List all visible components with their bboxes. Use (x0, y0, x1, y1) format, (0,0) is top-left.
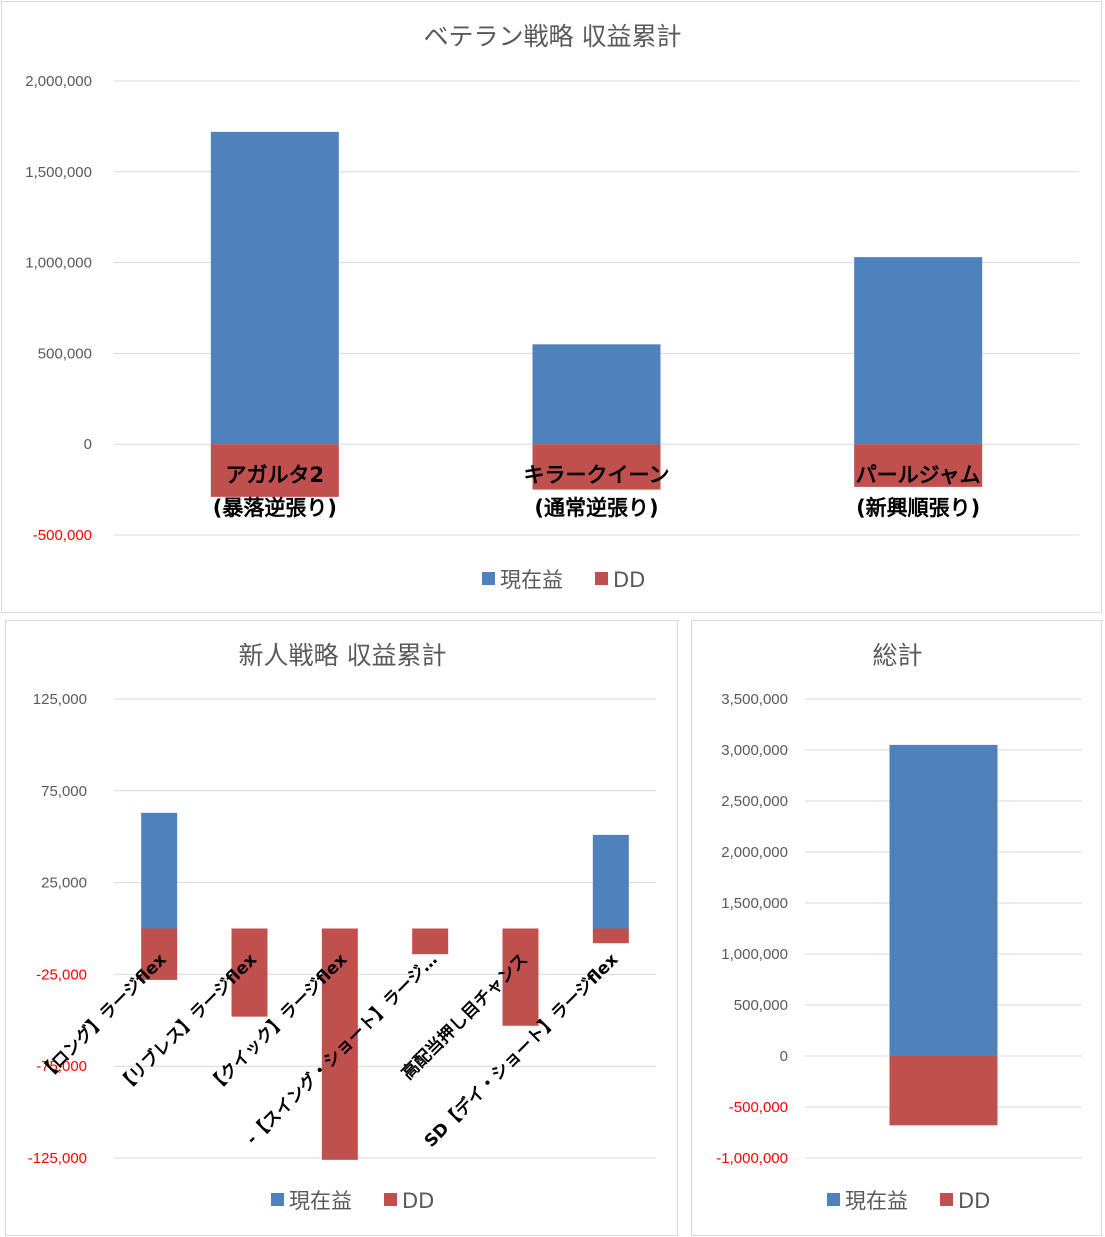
y-tick-label: -500,000 (729, 1099, 788, 1116)
current-profit-bar (532, 344, 661, 445)
y-tick-label: 1,500,000 (25, 164, 92, 181)
y-tick-label: 25,000 (41, 875, 87, 892)
legend-label-dd: DD (613, 568, 645, 592)
veteran-strategy-chart: ベテラン戦略 収益累計 -500,000 0 500,000 1,000,000 1,50… (25, 22, 1079, 592)
legend-swatch-dd (940, 1193, 953, 1206)
dd-bar (592, 928, 629, 944)
legend-label-dd: DD (958, 1189, 990, 1213)
y-tick-label: 3,000,000 (721, 742, 788, 759)
dd-bar (321, 928, 358, 1160)
dd-bar (210, 444, 339, 497)
y-tick-label: 2,500,000 (721, 793, 788, 810)
current-profit-bar (854, 257, 983, 445)
dd-bar (532, 444, 661, 490)
chart-title: 新人戦略 収益累計 (239, 641, 447, 670)
category-label: キラークイーン (524, 463, 670, 487)
current-profit-bar (141, 812, 178, 929)
y-tick-label: 0 (780, 1048, 788, 1065)
total-chart-panel: 総計 -1,000,000 -500,000 0 500,000 1,000,000 1,5… (691, 620, 1102, 1236)
category-label: (通常逆張り) (534, 496, 658, 520)
dd-bar (889, 1056, 998, 1126)
y-tick-label: 1,000,000 (25, 255, 92, 272)
category-label: アガルタ2 (226, 463, 325, 487)
category-label: (新興順張り) (856, 496, 980, 520)
dd-bar (854, 444, 983, 487)
newcomer-strategy-chart: 新人戦略 収益累計 -125,000 -75,000 -25,000 25,000 75,… (28, 641, 656, 1213)
y-tick-label: -75,000 (36, 1058, 87, 1075)
current-profit-bar (592, 834, 629, 929)
chart-title: ベテラン戦略 収益累計 (424, 22, 682, 51)
legend-swatch-current (482, 572, 495, 585)
y-tick-label: -25,000 (36, 966, 87, 983)
current-profit-bar (889, 744, 998, 1056)
y-tick-label: -125,000 (28, 1150, 87, 1167)
legend-label-current: 現在益 (845, 1189, 908, 1213)
total-chart: 総計 -1,000,000 -500,000 0 500,000 1,000,000 1,5… (716, 641, 1082, 1213)
y-tick-label: 125,000 (33, 691, 87, 708)
veteran-strategy-chart-panel: ベテラン戦略 収益累計 -500,000 0 500,000 1,000,000 1,50… (1, 1, 1102, 613)
y-tick-label: 500,000 (38, 345, 92, 362)
legend-label-current: 現在益 (500, 568, 563, 592)
y-tick-label: 2,000,000 (721, 844, 788, 861)
y-tick-label: 75,000 (41, 783, 87, 800)
y-tick-label: 2,000,000 (25, 73, 92, 90)
y-tick-label: 0 (84, 436, 92, 453)
dd-bar (502, 928, 539, 1026)
legend-label-dd: DD (402, 1189, 434, 1213)
y-tick-label: 1,000,000 (721, 946, 788, 963)
legend-swatch-dd (384, 1193, 397, 1206)
current-profit-bar (210, 131, 339, 445)
dd-bar (141, 928, 178, 980)
y-tick-label: 1,500,000 (721, 895, 788, 912)
y-tick-label: 3,500,000 (721, 691, 788, 708)
legend-label-current: 現在益 (289, 1189, 352, 1213)
y-tick-label: 500,000 (734, 997, 788, 1014)
legend-swatch-dd (595, 572, 608, 585)
legend-swatch-current (827, 1193, 840, 1206)
y-tick-label: -1,000,000 (716, 1150, 788, 1167)
y-tick-label: -500,000 (33, 527, 92, 544)
category-label: (暴落逆張り) (213, 496, 337, 520)
legend-swatch-current (271, 1193, 284, 1206)
dd-bar (412, 928, 449, 955)
dd-bar (231, 928, 268, 1017)
newcomer-strategy-chart-panel: 新人戦略 収益累計 -125,000 -75,000 -25,000 25,000 75,… (5, 620, 678, 1236)
category-label: パールジャム (856, 463, 981, 487)
chart-title: 総計 (872, 641, 922, 670)
